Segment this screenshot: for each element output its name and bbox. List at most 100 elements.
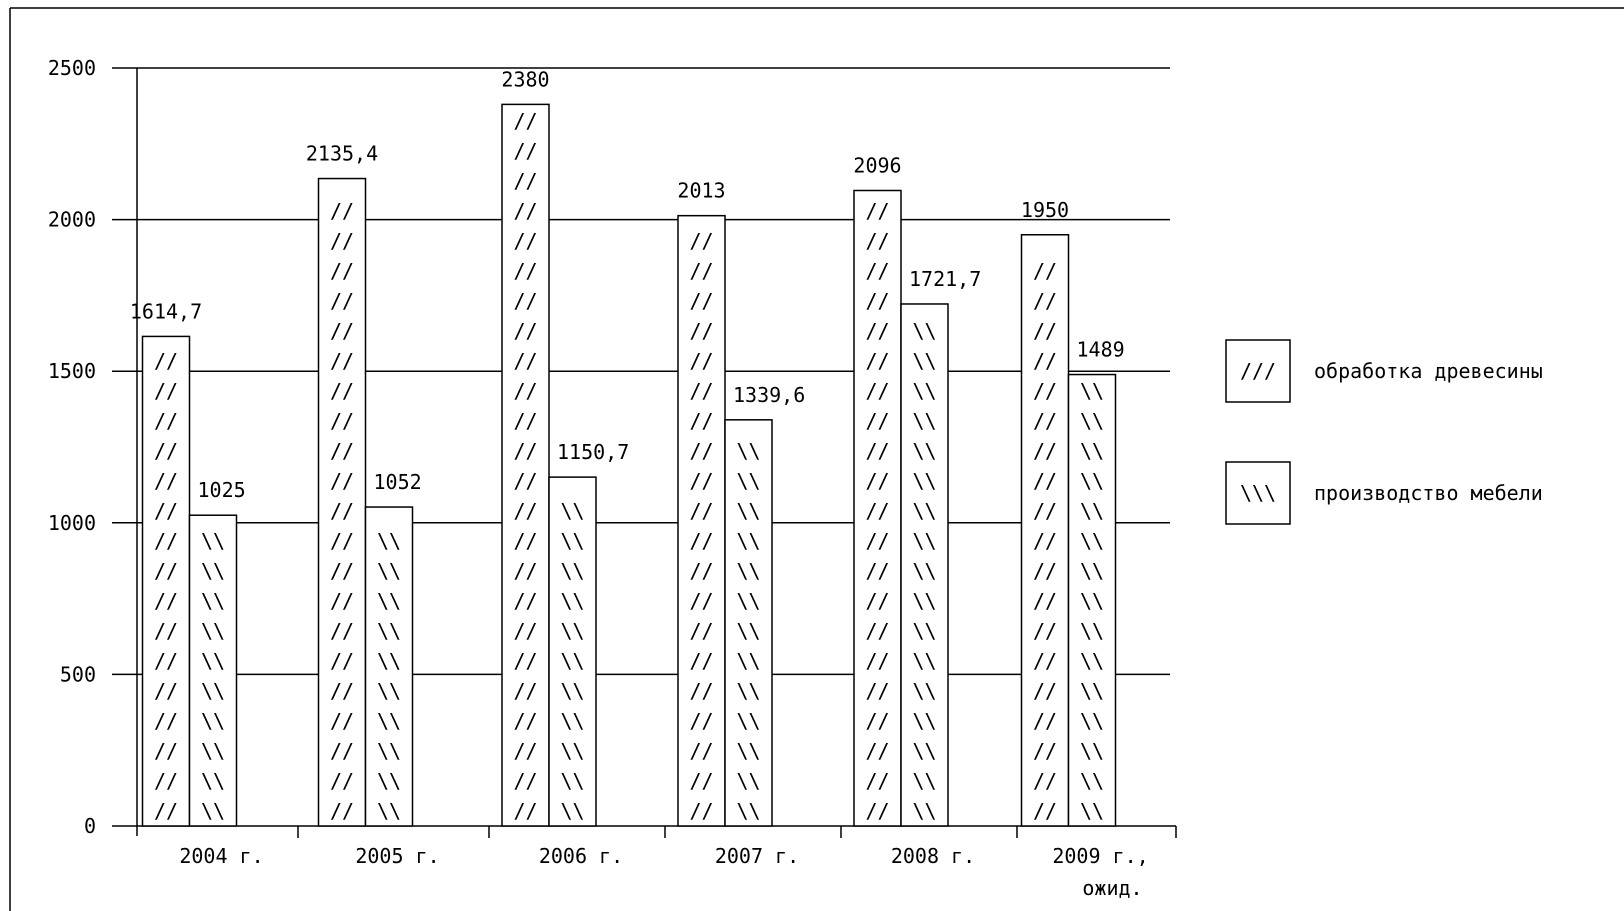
bar-hatch-glyph: // xyxy=(689,619,713,643)
bar-hatch-glyph: // xyxy=(154,529,178,553)
bar-hatch-glyph: // xyxy=(689,649,713,673)
bar-hatch-glyph: \\ xyxy=(1080,739,1104,763)
bar-hatch-glyph: \\ xyxy=(560,619,584,643)
bar-hatch-glyph: // xyxy=(1033,649,1057,673)
bar-hatch-glyph: // xyxy=(689,439,713,463)
bar-hatch-glyph: // xyxy=(1033,769,1057,793)
bar-hatch-glyph: // xyxy=(1033,679,1057,703)
bar-hatch-glyph: \\ xyxy=(560,649,584,673)
bar-hatch-glyph: \\ xyxy=(912,589,936,613)
bar-hatch-glyph: // xyxy=(689,769,713,793)
bar-hatch-glyph: // xyxy=(513,679,537,703)
bar-hatch-glyph: \\ xyxy=(560,709,584,733)
bar-series-1 xyxy=(317,177,367,827)
bar-hatch-glyph: // xyxy=(1033,379,1057,403)
bar-hatch-glyph: \\ xyxy=(560,739,584,763)
bar-hatch-glyph: \\ xyxy=(912,679,936,703)
bar-hatch-glyph: // xyxy=(330,679,354,703)
bar-hatch-glyph: \\ xyxy=(912,409,936,433)
bar-hatch-glyph: // xyxy=(689,589,713,613)
bar-hatch-glyph: \\ xyxy=(201,619,225,643)
bar-hatch-glyph: \\ xyxy=(560,799,584,823)
bar-series-2 xyxy=(548,476,597,827)
legend-item-series-1: /// обработка древесины xyxy=(1225,339,1543,403)
bar-hatch-glyph: // xyxy=(1033,469,1057,493)
bar-hatch-glyph: // xyxy=(1033,499,1057,523)
bar-hatch-glyph: \\ xyxy=(377,529,401,553)
bar-hatch-glyph: // xyxy=(330,349,354,373)
bar-hatch-glyph: // xyxy=(689,289,713,313)
bar-hatch-glyph: // xyxy=(513,589,537,613)
bar-hatch-glyph: \\ xyxy=(1080,619,1104,643)
bar-hatch-glyph: \\ xyxy=(377,649,401,673)
bar-hatch-glyph: // xyxy=(513,139,537,163)
bar-hatch-glyph: \\ xyxy=(201,679,225,703)
bar-hatch-glyph: \\ xyxy=(560,529,584,553)
bar-hatch-glyph: // xyxy=(689,559,713,583)
bar-hatch-glyph: // xyxy=(1033,619,1057,643)
data-label-series-1: 1950 xyxy=(1021,198,1069,222)
bar-hatch-glyph: // xyxy=(1033,589,1057,613)
bar-hatch-glyph: \\ xyxy=(1080,499,1104,523)
bar-hatch-glyph: // xyxy=(865,319,889,343)
bar-hatch-glyph: // xyxy=(330,619,354,643)
bar-hatch-glyph: \\ xyxy=(377,619,401,643)
bars: // // // // // // // // // // // // // // // // \\ \\ \\ \\… xyxy=(141,103,1117,827)
bar-hatch-glyph: // xyxy=(513,619,537,643)
bar-hatch-glyph: // xyxy=(1033,319,1057,343)
bar-hatch-glyph: // xyxy=(689,229,713,253)
bar-hatch-glyph: // xyxy=(154,799,178,823)
bar-hatch-glyph: // xyxy=(330,319,354,343)
bar-hatch-glyph: // xyxy=(689,709,713,733)
legend-label-series-1: обработка древесины xyxy=(1314,359,1543,383)
bar-hatch-glyph: // xyxy=(513,289,537,313)
bar-hatch-glyph: \\ xyxy=(736,439,760,463)
bar-hatch-glyph: \\ xyxy=(912,739,936,763)
bar-hatch-glyph: // xyxy=(154,469,178,493)
bar-hatch-glyph: // xyxy=(865,409,889,433)
bar-hatch-glyph: // xyxy=(513,259,537,283)
bar-hatch-glyph: // xyxy=(330,259,354,283)
bar-hatch-glyph: // xyxy=(865,289,889,313)
bar-series-1 xyxy=(1020,234,1070,827)
bar-hatch-glyph: // xyxy=(689,529,713,553)
bar-hatch-glyph: // xyxy=(689,679,713,703)
bar-hatch-glyph: // xyxy=(865,469,889,493)
bar-hatch-glyph: \\ xyxy=(912,439,936,463)
bar-hatch-glyph: \\ xyxy=(1080,679,1104,703)
bar-hatch-glyph: \\ xyxy=(736,619,760,643)
bar-series-1 xyxy=(501,103,550,827)
bar-hatch-glyph: \\ xyxy=(201,739,225,763)
bar-hatch-glyph: // xyxy=(154,439,178,463)
bar-hatch-glyph: // xyxy=(513,109,537,133)
bar-hatch-glyph: // xyxy=(330,499,354,523)
bar-hatch-glyph: // xyxy=(513,499,537,523)
bar-hatch-glyph: // xyxy=(1033,529,1057,553)
bar-hatch-glyph: // xyxy=(513,559,537,583)
x-axis: 2004 г. 2005 г. 2006 г. 2007 г. 2008 г. 2009 … xyxy=(137,825,1177,900)
bar-hatch-glyph: // xyxy=(513,469,537,493)
bar-hatch-glyph: \\ xyxy=(736,469,760,493)
bar-hatch-glyph: \\ xyxy=(912,499,936,523)
bar-hatch-glyph: \\ xyxy=(201,529,225,553)
bar-hatch-glyph: // xyxy=(154,349,178,373)
bar-hatch-glyph: \\ xyxy=(912,709,936,733)
y-tick-label: 2000 xyxy=(48,208,96,232)
x-tick-label: 2008 г. xyxy=(891,844,975,868)
bar-hatch-glyph: \\ xyxy=(912,769,936,793)
legend-swatch-series-2 xyxy=(1225,461,1291,525)
bar-series-1 xyxy=(853,189,902,827)
bar-hatch-glyph: // xyxy=(865,679,889,703)
bar-hatch-glyph: // xyxy=(513,319,537,343)
bar-hatch-glyph: // xyxy=(513,709,537,733)
bar-hatch-glyph: // xyxy=(865,259,889,283)
bar-hatch-glyph: // xyxy=(513,229,537,253)
bar-hatch-glyph: \\ xyxy=(736,529,760,553)
bar-hatch-glyph: // xyxy=(865,739,889,763)
bar-hatch-glyph: \\ xyxy=(736,679,760,703)
bar-hatch-glyph: \\ xyxy=(377,679,401,703)
bar-hatch-glyph: \\ xyxy=(912,379,936,403)
bar-hatch-glyph: // xyxy=(330,199,354,223)
bar-hatch-glyph: // xyxy=(513,439,537,463)
bar-hatch-glyph: \\ xyxy=(1080,769,1104,793)
